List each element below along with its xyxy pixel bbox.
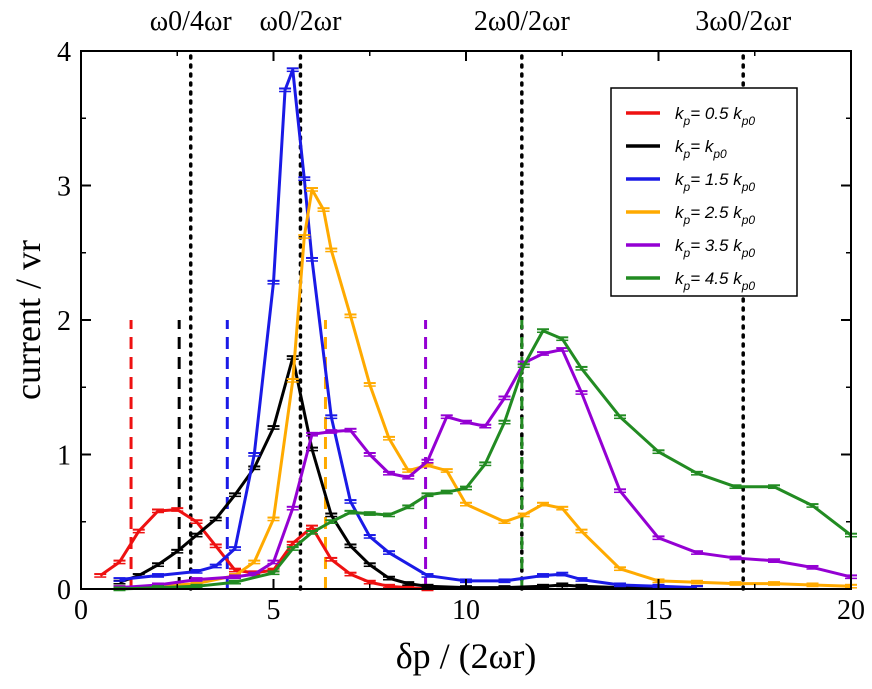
x-tick-label-4: 20 (837, 595, 865, 626)
reference-lines (129, 49, 745, 591)
top-label-2: 2ω0/2ωr (474, 6, 571, 37)
top-labels: ω0/4ωr ω0/2ωr 2ω0/2ωr 3ω0/2ωr (150, 6, 792, 37)
legend-label-0: kp= 0.5 kp0 (675, 104, 755, 128)
x-tick-label-0: 0 (74, 595, 88, 626)
y-axis-label: current / vr (8, 240, 48, 400)
legend-label-3: kp= 2.5 kp0 (675, 203, 755, 227)
series-line-0 (99, 508, 428, 591)
series-line-4 (119, 348, 852, 590)
x-tick-label-2: 10 (452, 595, 480, 626)
legend-label-4: kp= 3.5 kp0 (675, 236, 755, 260)
top-label-3: 3ω0/2ωr (695, 6, 792, 37)
top-label-1: ω0/2ωr (259, 6, 342, 37)
top-label-0: ω0/4ωr (150, 6, 233, 37)
legend-label-1: kp= kp0 (675, 137, 727, 161)
axis-ticks: 0 5 10 15 20 0 1 2 3 4 (57, 37, 865, 626)
y-tick-label-4: 4 (57, 37, 71, 68)
x-axis-label: δp / (2ωr) (396, 636, 537, 676)
legend-box (610, 87, 798, 297)
series-line-5 (119, 329, 852, 591)
legend-label-2: kp= 1.5 kp0 (675, 170, 755, 194)
y-tick-label-2: 2 (57, 306, 71, 337)
legend-label-5: kp= 4.5 kp0 (675, 269, 755, 293)
y-tick-label-3: 3 (57, 172, 71, 203)
y-tick-label-1: 1 (57, 441, 71, 472)
y-tick-label-0: 0 (57, 575, 71, 606)
legend: kp= 0.5 kp0 kp= kp0 kp= 1.5 kp0 kp= 2.5 kp0… (610, 87, 798, 297)
x-tick-label-1: 5 (267, 595, 281, 626)
x-tick-label-3: 15 (645, 595, 673, 626)
